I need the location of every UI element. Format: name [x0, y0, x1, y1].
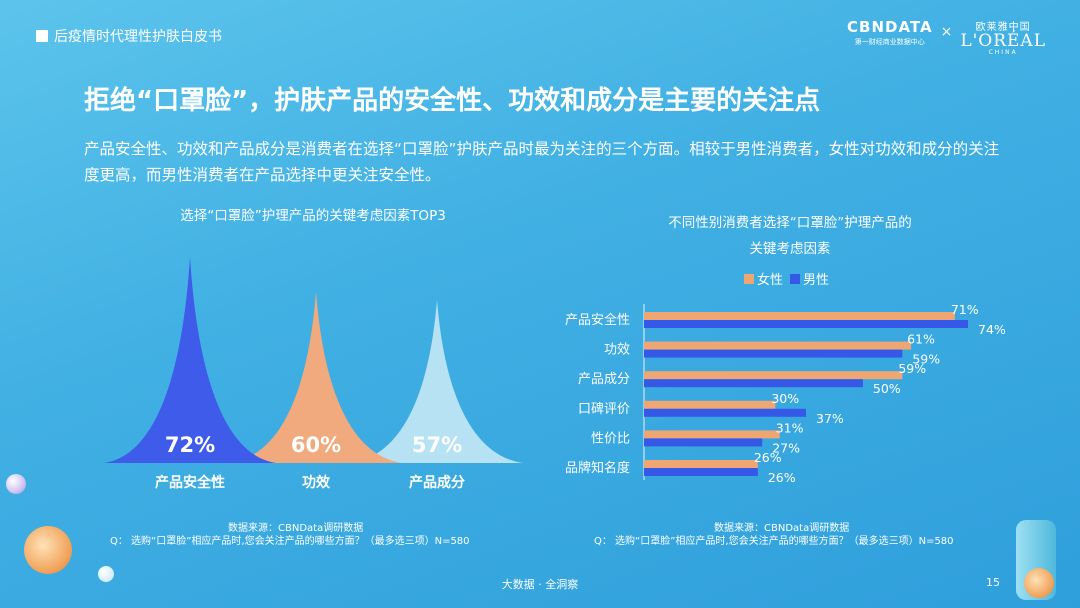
bar-female [644, 341, 912, 350]
legend-swatch [744, 274, 754, 284]
loreal-logo-cn: 欧莱雅中国 [975, 22, 1031, 33]
loreal-logo-sub: CHINA [988, 49, 1018, 56]
spike-3 [351, 299, 523, 463]
bar-female [644, 400, 776, 409]
right-source-line2: Q： 选购“口罩脸”相应产品时,您会关注产品的哪些方面？（最多选三项）N=580 [594, 536, 954, 547]
spike-category-label: 产品安全性 [155, 474, 225, 491]
bar-female [644, 460, 758, 468]
cbndata-logo: CBNDATA 第一财经商业数据中心 [847, 18, 933, 47]
spike-value-label: 72% [165, 433, 215, 457]
bar-male [644, 349, 903, 358]
top3-spike-chart: 72% 产品安全性 60% 功效 57% 产品成分 [104, 257, 523, 491]
spike-category-label: 产品成分 [409, 474, 465, 491]
right-chart-title-line1: 不同性别消费者选择“口罩脸”护理产品的 [668, 215, 912, 231]
bar-male [644, 468, 758, 476]
bar-male [644, 408, 806, 417]
bar-value-label: 30% [771, 391, 799, 406]
decor-bubble [6, 474, 26, 494]
logo-separator: × [940, 24, 953, 40]
bar-value-label: 27% [772, 440, 800, 455]
spike-1 [104, 257, 276, 463]
right-chart-title-line2: 关键考虑因素 [749, 241, 831, 257]
decor-bubble [98, 566, 114, 582]
category-label: 功效 [604, 343, 630, 358]
decor-bubble [24, 526, 72, 574]
bar-male [644, 379, 863, 388]
spike-2 [230, 291, 402, 463]
bar-female [644, 312, 955, 320]
logos: CBNDATA 第一财经商业数据中心 × 欧莱雅中国 L'ORÉAL CHINA [847, 18, 1046, 56]
square-icon [36, 30, 48, 42]
bar-female [644, 430, 780, 439]
legend-swatch [790, 274, 800, 284]
cbndata-logo-sub: 第一财经商业数据中心 [854, 38, 925, 46]
lead-paragraph: 产品安全性、功效和产品成分是消费者在选择“口罩脸”护肤产品时最为关注的三个方面。… [84, 140, 1000, 184]
decor-bubble [1024, 568, 1054, 598]
spike-category-label: 功效 [302, 474, 331, 491]
bar-female [644, 371, 903, 380]
bar-value-label: 31% [776, 420, 804, 435]
bar-value-label: 59% [912, 352, 940, 367]
bar-male [644, 438, 763, 447]
page-number: 15 [986, 576, 1000, 589]
bar-value-label: 26% [754, 450, 782, 465]
right-source: 数据来源：CBNData调研数据 Q： 选购“口罩脸”相应产品时,您会关注产品的… [594, 522, 954, 548]
category-label: 品牌知名度 [565, 460, 630, 476]
bar-male [644, 320, 968, 328]
spike-value-label: 57% [412, 433, 462, 457]
bar-value-label: 50% [873, 381, 901, 396]
cbndata-logo-text: CBNDATA [847, 18, 933, 36]
loreal-logo: 欧莱雅中国 L'ORÉAL CHINA [960, 18, 1046, 56]
legend-label: 女性 [757, 272, 783, 288]
bar-value-label: 37% [816, 411, 844, 426]
footer-tagline: 大数据 · 全洞察 [501, 578, 579, 591]
category-label: 性价比 [591, 431, 630, 446]
spike-value-label: 60% [291, 433, 341, 457]
bar-value-label: 26% [768, 470, 796, 485]
report-tag: 后疫情时代理性护肤白皮书 [36, 26, 222, 46]
loreal-logo-text: L'ORÉAL [960, 31, 1046, 51]
left-source: 数据来源：CBNData调研数据 Q： 选购“口罩脸”相应产品时,您会关注产品的… [110, 522, 470, 548]
bar-value-label: 74% [978, 322, 1006, 337]
category-label: 产品安全性 [565, 312, 630, 328]
right-chart-title: 不同性别消费者选择“口罩脸”护理产品的 关键考虑因素 [610, 210, 970, 262]
left-source-line1: 数据来源：CBNData调研数据 [228, 523, 364, 534]
report-title: 后疫情时代理性护肤白皮书 [54, 29, 222, 45]
bar-value-label: 61% [907, 332, 935, 347]
right-source-line1: 数据来源：CBNData调研数据 [714, 523, 850, 534]
left-source-line2: Q： 选购“口罩脸”相应产品时,您会关注产品的哪些方面？（最多选三项）N=580 [110, 536, 470, 547]
bar-value-label: 59% [898, 361, 926, 376]
page-title: 拒绝“口罩脸”，护肤产品的安全性、功效和成分是主要的关注点 [84, 86, 821, 116]
category-label: 产品成分 [578, 372, 630, 387]
category-label: 口碑评价 [578, 401, 630, 417]
left-chart-title: 选择“口罩脸”护理产品的关键考虑因素TOP3 [180, 208, 446, 224]
legend-label: 男性 [803, 273, 829, 288]
bar-value-label: 71% [951, 302, 979, 317]
